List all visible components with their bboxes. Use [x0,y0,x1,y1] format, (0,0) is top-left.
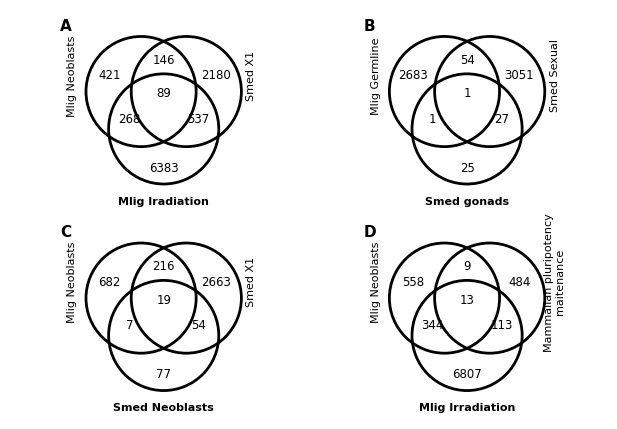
Text: 558: 558 [402,276,424,289]
Text: 6383: 6383 [149,162,178,175]
Text: 537: 537 [187,112,209,126]
Text: 268: 268 [118,112,141,126]
Text: 682: 682 [98,276,121,289]
Text: 2683: 2683 [398,69,428,82]
Text: 27: 27 [494,112,509,126]
Text: Mlig Irradiation: Mlig Irradiation [419,403,515,413]
Text: A: A [60,19,72,34]
Text: D: D [364,225,376,240]
Text: Smed X1: Smed X1 [246,257,256,308]
Text: 2663: 2663 [201,276,231,289]
Text: 13: 13 [460,293,474,307]
Text: 1: 1 [463,87,471,100]
Text: 146: 146 [152,54,175,66]
Text: 484: 484 [508,276,531,289]
Text: Mlig Neoblasts: Mlig Neoblasts [67,242,77,323]
Text: 6807: 6807 [452,369,482,381]
Text: 3051: 3051 [504,69,534,82]
Text: Mlig Iradiation: Mlig Iradiation [118,197,209,207]
Text: 2180: 2180 [201,69,231,82]
Text: 421: 421 [98,69,121,82]
Text: Mlig Neoblasts: Mlig Neoblasts [371,242,381,323]
Text: Mammalian pluripotency
maitenance: Mammalian pluripotency maitenance [544,213,565,352]
Text: 7: 7 [125,319,133,332]
Text: Smed gonads: Smed gonads [425,197,509,207]
Text: 344: 344 [421,319,444,332]
Text: 54: 54 [191,319,205,332]
Text: 77: 77 [156,369,171,381]
Text: Mlig Neoblasts: Mlig Neoblasts [67,35,77,117]
Text: 113: 113 [491,319,513,332]
Text: 216: 216 [152,260,175,273]
Text: Smed Sexual: Smed Sexual [550,39,560,112]
Text: 25: 25 [460,162,474,175]
Text: 9: 9 [463,260,471,273]
Text: Smed Neoblasts: Smed Neoblasts [114,403,214,413]
Text: 19: 19 [156,293,171,307]
Text: C: C [60,225,72,240]
Text: Mlig Germline: Mlig Germline [371,37,381,115]
Text: B: B [364,19,375,34]
Text: 54: 54 [460,54,474,66]
Text: 1: 1 [429,112,436,126]
Text: Smed X1: Smed X1 [246,51,256,101]
Text: 89: 89 [156,87,171,100]
